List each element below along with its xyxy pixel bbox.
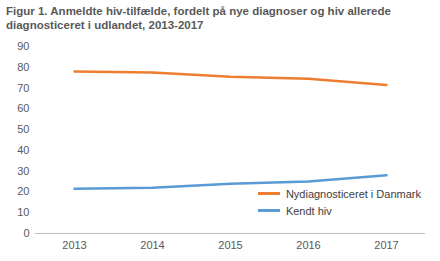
svg-text:2013: 2013	[62, 239, 86, 251]
svg-text:80: 80	[17, 61, 29, 73]
svg-text:0: 0	[23, 227, 29, 239]
html-text:Figur 1. Anmeldte hiv-tilfælde: Figur 1. Anmeldte hiv-tilfælde, fordelt …	[6, 5, 391, 31]
svg-text:70: 70	[17, 82, 29, 94]
svg-text:40: 40	[17, 144, 29, 156]
svg-text:10: 10	[17, 206, 29, 218]
html-text:Nydiagnosticeret i Danmark: Nydiagnosticeret i Danmark	[285, 187, 421, 200]
svg-text:20: 20	[17, 185, 29, 197]
html-text:Kendt hiv: Kendt hiv	[285, 204, 332, 217]
svg-text:2016: 2016	[296, 239, 320, 251]
svg-text:50: 50	[17, 123, 29, 135]
svg-text:2015: 2015	[218, 239, 242, 251]
svg-text:90: 90	[17, 40, 29, 52]
svg-text:2014: 2014	[140, 239, 164, 251]
svg-text:30: 30	[17, 165, 29, 177]
svg-text:60: 60	[17, 102, 29, 114]
svg-text:2017: 2017	[374, 239, 398, 251]
